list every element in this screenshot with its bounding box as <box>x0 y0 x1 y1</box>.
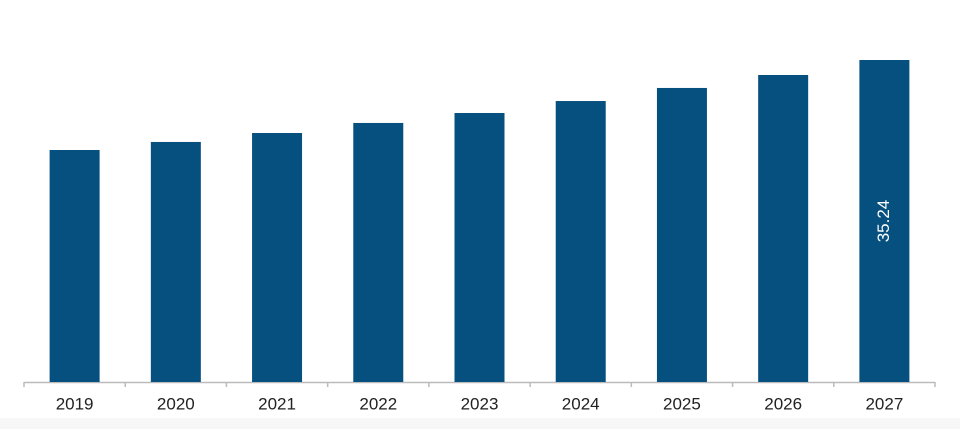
x-tick-label: 2022 <box>359 394 397 413</box>
x-tick-label: 2019 <box>56 394 94 413</box>
x-tick-label: 2020 <box>157 394 195 413</box>
x-tick-label: 2025 <box>663 394 701 413</box>
bar <box>555 101 606 382</box>
x-tick-label: 2027 <box>865 394 903 413</box>
x-tick-label: 2021 <box>258 394 296 413</box>
bar <box>353 122 404 382</box>
bar <box>859 60 910 382</box>
bar <box>656 87 707 383</box>
bar <box>252 133 303 382</box>
bar <box>49 150 100 382</box>
bar <box>758 74 809 383</box>
value-label: 35.24 <box>874 200 893 243</box>
bar <box>150 141 201 382</box>
x-tick-label: 2023 <box>461 394 499 413</box>
x-tick-label: 2026 <box>764 394 802 413</box>
footer-strip <box>0 418 960 429</box>
bar <box>454 112 505 383</box>
x-tick-label: 2024 <box>562 394 600 413</box>
